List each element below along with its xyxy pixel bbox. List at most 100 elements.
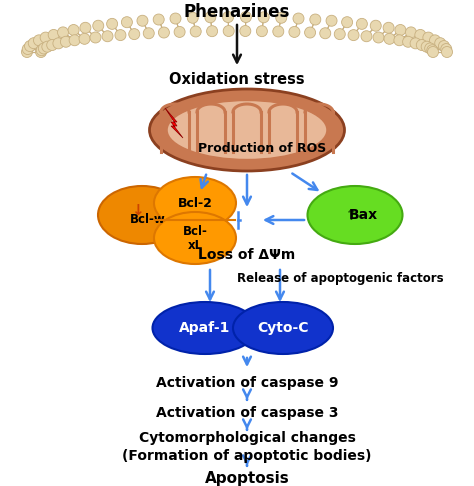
Circle shape <box>80 22 91 33</box>
Circle shape <box>429 35 440 46</box>
Circle shape <box>102 31 113 42</box>
Circle shape <box>79 34 90 44</box>
Circle shape <box>276 12 287 23</box>
Circle shape <box>90 32 101 43</box>
Circle shape <box>53 38 64 49</box>
Circle shape <box>207 26 218 36</box>
Circle shape <box>143 28 154 39</box>
Circle shape <box>36 47 46 57</box>
Circle shape <box>22 44 33 54</box>
Circle shape <box>174 26 185 37</box>
Text: Apoptosis: Apoptosis <box>205 470 289 486</box>
Circle shape <box>326 15 337 26</box>
Circle shape <box>370 20 381 31</box>
Text: Activation of caspase 3: Activation of caspase 3 <box>156 406 338 420</box>
Circle shape <box>428 47 438 57</box>
Text: Bcl-w: Bcl-w <box>130 212 166 226</box>
Circle shape <box>93 20 104 31</box>
Circle shape <box>68 24 79 35</box>
Polygon shape <box>165 108 183 138</box>
Circle shape <box>129 29 140 40</box>
Circle shape <box>356 18 367 29</box>
Text: ↓: ↓ <box>131 203 143 218</box>
Circle shape <box>320 28 331 39</box>
Text: Cyto-C: Cyto-C <box>257 321 309 335</box>
Ellipse shape <box>98 186 186 244</box>
Circle shape <box>187 12 198 23</box>
Circle shape <box>21 47 33 57</box>
Ellipse shape <box>233 302 333 354</box>
Circle shape <box>121 17 132 28</box>
Text: Activation of caspase 9: Activation of caspase 9 <box>156 376 338 390</box>
Circle shape <box>190 26 201 37</box>
Circle shape <box>394 35 405 46</box>
Circle shape <box>273 26 284 37</box>
Circle shape <box>410 38 421 49</box>
Circle shape <box>48 30 59 40</box>
Circle shape <box>170 13 181 24</box>
Text: Apaf-1: Apaf-1 <box>179 321 231 335</box>
Circle shape <box>435 38 446 49</box>
Circle shape <box>158 27 169 38</box>
Circle shape <box>107 18 118 29</box>
Ellipse shape <box>167 101 327 159</box>
Circle shape <box>42 41 53 52</box>
Circle shape <box>334 29 345 40</box>
Text: Oxidation stress: Oxidation stress <box>169 72 305 87</box>
Circle shape <box>310 14 321 25</box>
Text: Loss of ΔΨm: Loss of ΔΨm <box>199 248 296 262</box>
Circle shape <box>47 39 58 51</box>
Circle shape <box>421 41 432 52</box>
Circle shape <box>36 45 47 56</box>
Circle shape <box>115 30 126 41</box>
Circle shape <box>384 34 395 44</box>
Circle shape <box>305 27 316 38</box>
Circle shape <box>153 14 164 25</box>
Circle shape <box>60 36 72 47</box>
Circle shape <box>40 32 51 43</box>
Circle shape <box>415 30 426 40</box>
Text: Production of ROS: Production of ROS <box>198 141 326 155</box>
Circle shape <box>69 35 80 46</box>
Circle shape <box>383 22 394 33</box>
Ellipse shape <box>308 186 402 244</box>
Circle shape <box>402 36 414 47</box>
Circle shape <box>258 12 269 23</box>
Text: Cytomorphological changes
(Formation of apoptotic bodies): Cytomorphological changes (Formation of … <box>122 432 372 463</box>
Text: Bax: Bax <box>348 208 378 222</box>
Circle shape <box>256 26 267 36</box>
Circle shape <box>293 13 304 24</box>
Circle shape <box>240 26 251 36</box>
Circle shape <box>423 32 434 43</box>
Circle shape <box>438 41 449 52</box>
Circle shape <box>373 32 384 43</box>
Circle shape <box>342 17 353 28</box>
Circle shape <box>416 39 427 51</box>
Circle shape <box>240 12 251 22</box>
Text: Phenazines: Phenazines <box>184 3 290 21</box>
Ellipse shape <box>154 212 236 264</box>
Circle shape <box>223 12 234 22</box>
Circle shape <box>441 44 452 54</box>
Ellipse shape <box>153 302 257 354</box>
Circle shape <box>395 24 406 35</box>
Circle shape <box>223 26 234 36</box>
Text: ↑: ↑ <box>344 208 356 223</box>
Circle shape <box>289 26 300 37</box>
Circle shape <box>361 31 372 42</box>
Ellipse shape <box>154 177 236 229</box>
Circle shape <box>405 27 417 38</box>
Circle shape <box>34 35 45 46</box>
Circle shape <box>427 45 438 56</box>
Circle shape <box>57 27 69 38</box>
Text: Bcl-
xL: Bcl- xL <box>182 225 208 251</box>
Circle shape <box>425 43 436 54</box>
Circle shape <box>348 30 359 41</box>
Circle shape <box>38 43 49 54</box>
Circle shape <box>28 38 39 49</box>
Ellipse shape <box>149 89 345 171</box>
Circle shape <box>441 47 453 57</box>
Circle shape <box>205 12 216 23</box>
Text: Release of apoptogenic factors: Release of apoptogenic factors <box>237 272 443 284</box>
Circle shape <box>25 41 36 52</box>
